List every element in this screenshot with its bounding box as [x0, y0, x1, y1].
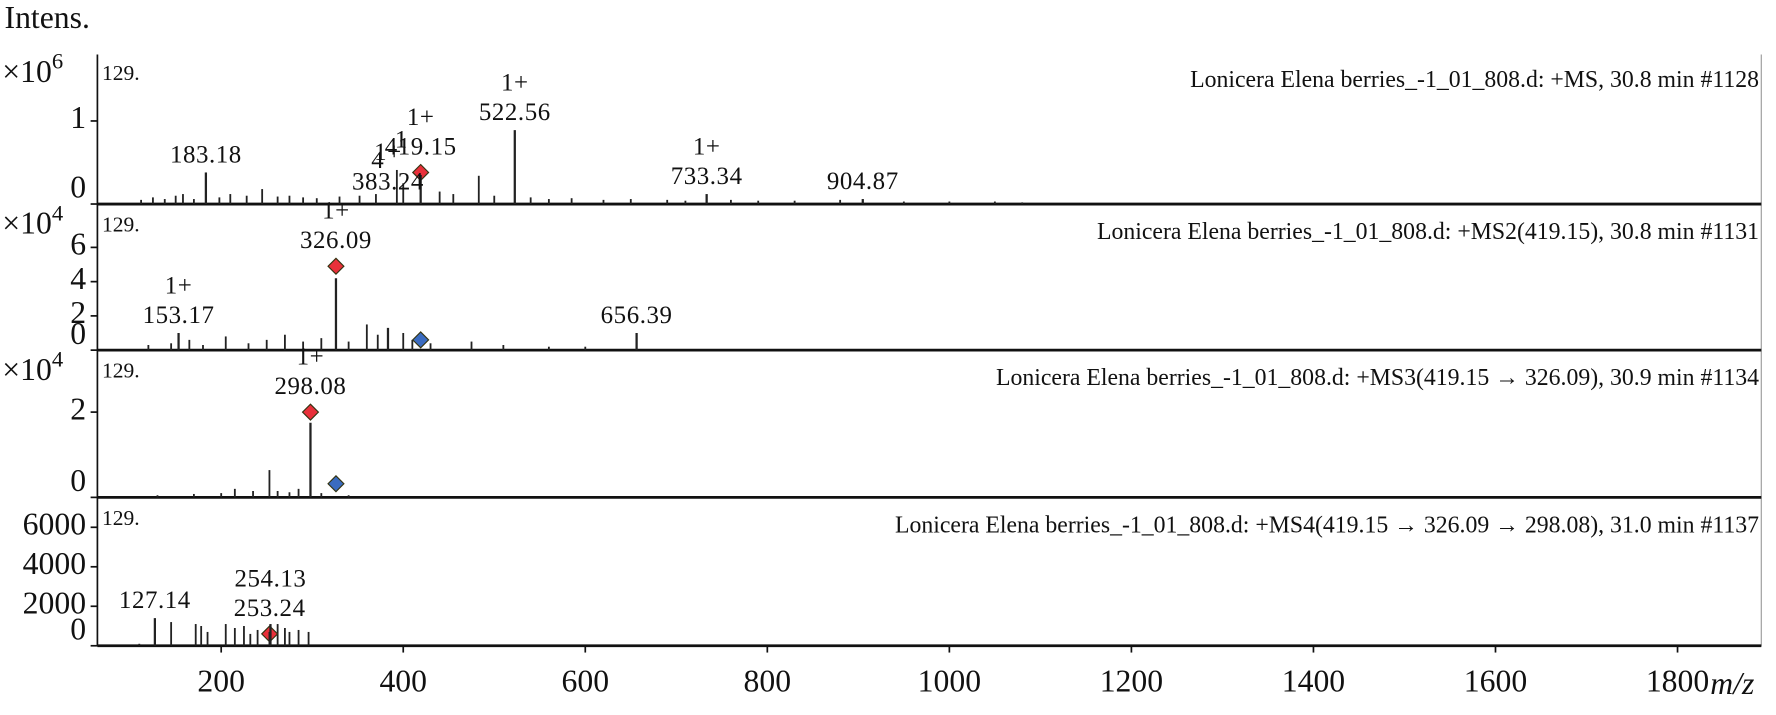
- y-tick-label: 2: [70, 391, 86, 426]
- y-scale-exponent: 4: [52, 201, 63, 226]
- peak-label: 419.15: [385, 133, 457, 160]
- charge-label: 1+: [407, 104, 435, 131]
- panel-title: Lonicera Elena berries_-1_01_808.d: +MS,…: [1190, 67, 1759, 93]
- peak-label: 183.18: [170, 141, 242, 168]
- x-tick-label: 600: [562, 664, 610, 699]
- y-tick-label: 0: [70, 611, 86, 646]
- charge-label: 1+: [374, 139, 402, 166]
- panel: 02×104 129. Lonicera Elena berries_-1_01_8…: [2, 344, 1762, 499]
- x-tick-label: 1000: [918, 664, 981, 699]
- y-tick-label: 2000: [23, 586, 86, 621]
- annotation: 4: [371, 147, 384, 174]
- peak-label: 733.34: [671, 163, 743, 190]
- x-tick-label: 1600: [1464, 664, 1527, 699]
- peak-label: 127.14: [119, 587, 191, 614]
- charge-label: 1+: [501, 70, 529, 97]
- peak-label: 298.08: [275, 373, 347, 400]
- y-tick-label: 0: [70, 170, 86, 205]
- precursor-marker: [301, 403, 320, 421]
- peak-label: 253.24: [234, 595, 306, 622]
- y-scale-exponent: 4: [52, 347, 63, 372]
- corner-label: 129.: [102, 61, 140, 85]
- peak-label: 153.17: [143, 302, 215, 329]
- peak-label: 522.56: [479, 99, 551, 126]
- y-tick-label: 6: [70, 227, 86, 262]
- panel-title: Lonicera Elena berries_-1_01_808.d: +MS2…: [1097, 219, 1759, 245]
- y-axis-label: Intens.: [5, 0, 90, 35]
- y-tick-label: 6000: [23, 507, 86, 542]
- peak-label: 254.13: [235, 565, 307, 592]
- y-scale: ×106: [2, 49, 63, 89]
- y-scale: ×104: [2, 201, 63, 241]
- charge-label: 1+: [322, 198, 350, 225]
- y-scale: ×104: [2, 347, 63, 387]
- x-tick-label: 200: [197, 664, 245, 699]
- y-scale-base: ×10: [2, 352, 52, 387]
- y-scale-base: ×10: [2, 54, 52, 89]
- corner-label: 129.: [102, 506, 140, 530]
- annotation: 1: [395, 126, 408, 153]
- peak-label: 904.87: [827, 168, 899, 195]
- panel-title: Lonicera Elena berries_-1_01_808.d: +MS3…: [996, 365, 1759, 391]
- y-scale-exponent: 6: [52, 49, 63, 74]
- x-tick-label: 1800: [1646, 664, 1709, 699]
- charge-label: 1+: [165, 272, 193, 299]
- y-tick-label: 2: [70, 295, 86, 330]
- y-tick-label: 0: [70, 463, 86, 498]
- y-tick-label: 0: [70, 316, 86, 351]
- corner-label: 129.: [102, 359, 140, 383]
- x-tick-label: 1400: [1282, 664, 1345, 699]
- charge-label: 1+: [693, 133, 721, 160]
- peak-label: 326.09: [300, 227, 372, 254]
- y-scale-base: ×10: [2, 206, 52, 241]
- y-tick-label: 1: [70, 100, 86, 135]
- corner-label: 129.: [102, 213, 140, 237]
- peak-label: 656.39: [601, 302, 673, 329]
- peak-label: 383.24: [352, 168, 424, 195]
- y-tick-label: 4000: [23, 546, 86, 581]
- precursor-marker: [411, 331, 430, 349]
- y-tick-label: 4: [70, 261, 86, 296]
- panel-title: Lonicera Elena berries_-1_01_808.d: +MS4…: [895, 512, 1759, 538]
- x-axis-label: m/z: [1710, 666, 1754, 701]
- x-tick-label: 400: [379, 664, 427, 699]
- panel: 01×106 129. Lonicera Elena berries_-1_01_8…: [2, 49, 1762, 206]
- x-tick-label: 800: [744, 664, 792, 699]
- charge-label: 1+: [297, 344, 325, 371]
- x-tick-label: 1200: [1100, 664, 1163, 699]
- precursor-marker: [327, 257, 345, 275]
- precursor-marker: [327, 475, 345, 493]
